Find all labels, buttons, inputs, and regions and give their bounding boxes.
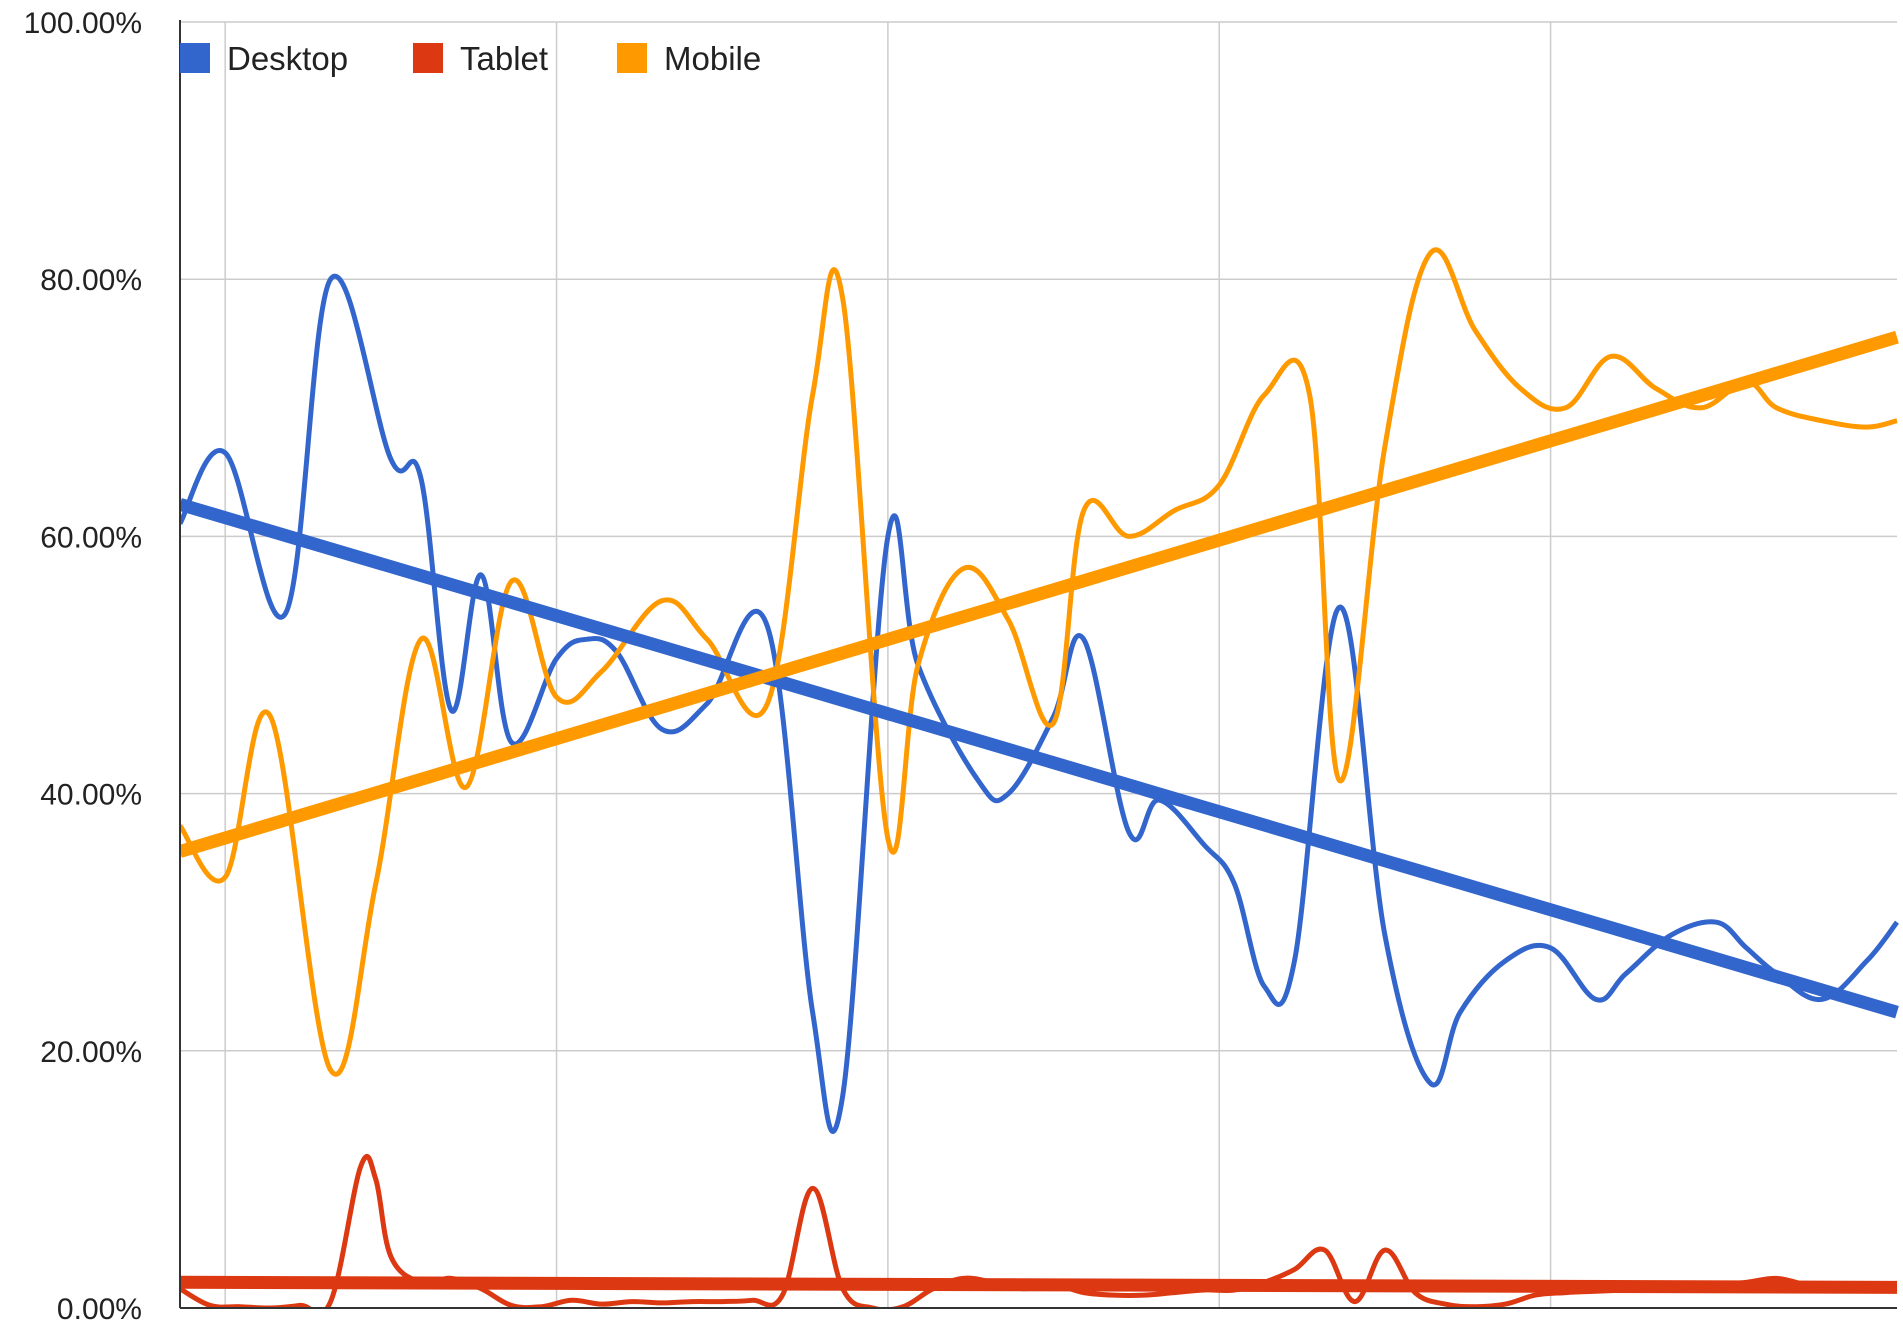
trendline-dc3912 xyxy=(180,1275,1898,1294)
series-layer xyxy=(180,247,1899,1308)
y-tick-label: 0.00% xyxy=(57,1293,142,1325)
grid-layer xyxy=(180,21,1897,1308)
legend-swatch-tablet xyxy=(413,43,443,73)
legend-swatch-mobile xyxy=(617,43,647,73)
y-tick-label: 100.00% xyxy=(24,7,142,40)
y-tick-label: 40.00% xyxy=(40,779,142,812)
trendline-3366cc xyxy=(180,498,1899,1019)
legend-label-desktop: Desktop xyxy=(227,40,348,77)
trendline-ff9900 xyxy=(180,330,1899,858)
series-line-mobile xyxy=(180,247,1898,1077)
legend-label-tablet: Tablet xyxy=(460,40,548,77)
y-tick-label: 60.00% xyxy=(40,521,142,554)
y-tick-label: 20.00% xyxy=(40,1036,142,1069)
axis-layer: 0.00% 20.00% 40.00% 60.00% 80.00% 100.00% xyxy=(24,7,1897,1325)
legend: Desktop Tablet Mobile xyxy=(180,40,761,77)
y-tick-label: 80.00% xyxy=(40,264,142,297)
legend-label-mobile: Mobile xyxy=(664,40,761,77)
legend-swatch-desktop xyxy=(180,43,210,73)
